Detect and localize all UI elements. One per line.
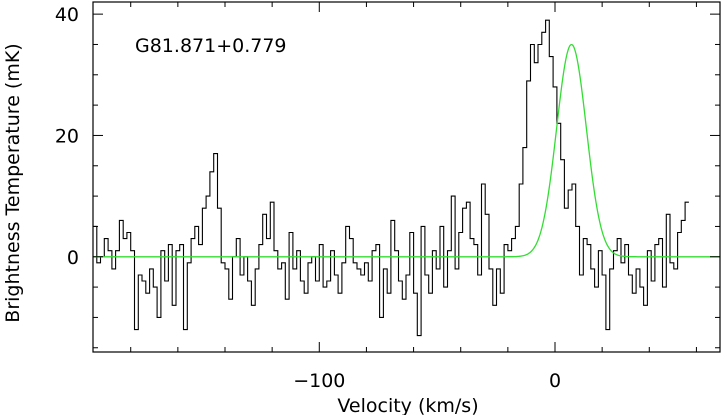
y-axis-label: Brightness Temperature (mK) xyxy=(2,43,24,322)
plot-traces xyxy=(93,19,720,337)
plot-axes: −100 0 0 20 40 xyxy=(55,1,721,392)
x-tick-label: 0 xyxy=(549,370,561,392)
source-annotation: G81.871+0.779 xyxy=(135,35,287,57)
x-tick-label: −100 xyxy=(293,370,345,392)
gaussian-fit-line xyxy=(93,43,720,258)
y-tick-label: 20 xyxy=(55,125,79,147)
y-tick-label: 40 xyxy=(55,4,79,26)
plot-frame xyxy=(92,1,721,353)
x-axis-label: Velocity (km/s) xyxy=(337,395,478,415)
y-tick-label: 0 xyxy=(67,247,79,269)
